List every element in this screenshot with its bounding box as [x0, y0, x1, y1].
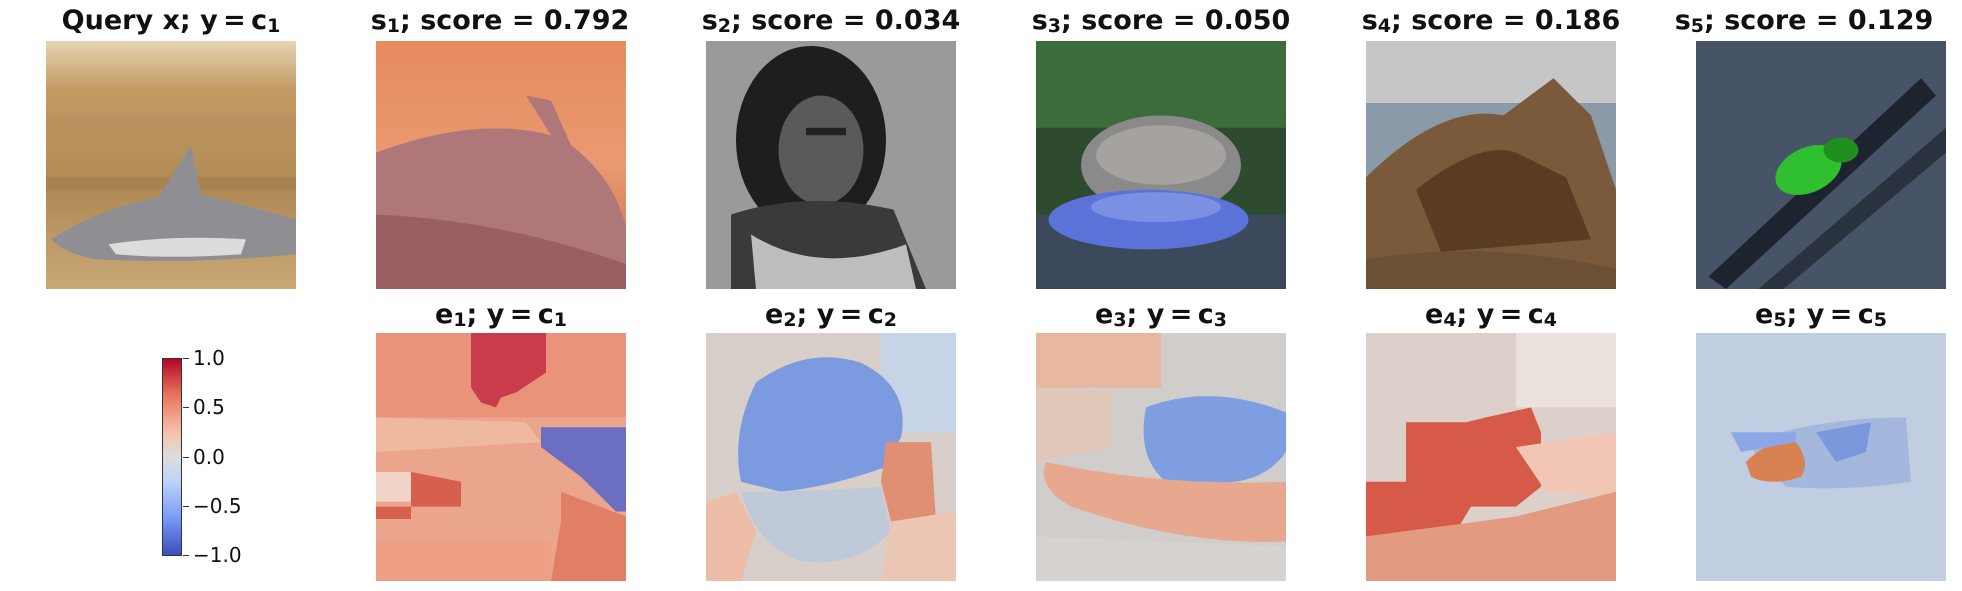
sample-image-5	[1696, 41, 1946, 289]
explanation-title-5: e5; y = c5	[1696, 298, 1946, 332]
sample-image-2	[706, 41, 956, 289]
sample-title-4-name: s	[1361, 5, 1378, 36]
query-title-sub: 1	[267, 15, 281, 37]
explanation-title-3-sub: 3	[1113, 309, 1127, 331]
explanation-title-1-mid: ; y = c	[466, 299, 554, 330]
query-title: Query x; y = c1	[0, 4, 342, 38]
sample-title-2-score: ; score = 0.034	[731, 5, 961, 36]
sample-title-4-sub: 4	[1377, 15, 1392, 37]
sample-image-4	[1366, 41, 1616, 289]
sample-title-5-score: ; score = 0.129	[1704, 5, 1934, 36]
explanation-heatmap-2	[706, 333, 956, 581]
colorbar-tick-3	[183, 457, 189, 458]
explanation-title-3-sub2: 3	[1213, 309, 1227, 331]
explanation-title-2: e2; y = c2	[706, 298, 956, 332]
sample-title-1-sub: 1	[386, 15, 401, 37]
sample-title-1: s1; score = 0.792	[325, 4, 675, 38]
explanation-title-4: e4; y = c4	[1366, 298, 1616, 332]
sample-title-2-name: s	[701, 5, 718, 36]
explanation-title-4-name: e	[1425, 299, 1444, 330]
explanation-title-4-sub2: 4	[1543, 309, 1557, 331]
sample-title-3-name: s	[1031, 5, 1048, 36]
explanation-title-1-sub: 1	[453, 309, 467, 331]
explanation-heatmap-5	[1696, 333, 1946, 581]
sample-title-4-score: ; score = 0.186	[1391, 5, 1621, 36]
explanation-heatmap-3	[1036, 333, 1286, 581]
sample-title-5-name: s	[1674, 5, 1691, 36]
explanation-title-2-name: e	[765, 299, 784, 330]
sample-title-1-name: s	[370, 5, 387, 36]
query-image	[46, 41, 296, 289]
colorbar-tick-4	[183, 506, 189, 507]
colorbar-label-1: 1.0	[193, 346, 225, 370]
colorbar-label-4: −0.5	[193, 494, 242, 518]
explanation-title-5-mid: ; y = c	[1786, 299, 1874, 330]
sample-image-3	[1036, 41, 1286, 289]
colorbar-tick-1	[183, 358, 189, 359]
sample-title-1-score: ; score = 0.792	[400, 5, 630, 36]
explanation-title-4-sub: 4	[1443, 309, 1457, 331]
explanation-heatmap-1	[376, 333, 626, 581]
colorbar-tick-5	[183, 555, 189, 556]
colorbar	[162, 358, 182, 556]
colorbar-label-3: 0.0	[193, 445, 225, 469]
sample-title-3: s3; score = 0.050	[986, 4, 1336, 38]
explanation-title-1-name: e	[435, 299, 454, 330]
sample-title-5-sub: 5	[1690, 15, 1705, 37]
explanation-title-4-mid: ; y = c	[1456, 299, 1544, 330]
query-title-text: Query x; y = c	[61, 5, 268, 36]
sample-title-3-score: ; score = 0.050	[1061, 5, 1291, 36]
sample-title-3-sub: 3	[1047, 15, 1062, 37]
explanation-title-2-sub2: 2	[883, 309, 897, 331]
explanation-title-5-name: e	[1755, 299, 1774, 330]
explanation-title-3-mid: ; y = c	[1126, 299, 1214, 330]
explanation-title-1: e1; y = c1	[376, 298, 626, 332]
explanation-title-5-sub2: 5	[1873, 309, 1887, 331]
sample-title-2: s2; score = 0.034	[656, 4, 1006, 38]
colorbar-tick-2	[183, 407, 189, 408]
colorbar-label-5: −1.0	[193, 543, 242, 567]
explanation-title-2-mid: ; y = c	[796, 299, 884, 330]
colorbar-label-2: 0.5	[193, 395, 225, 419]
sample-image-1	[376, 41, 626, 289]
sample-title-5: s5; score = 0.129	[1646, 4, 1962, 38]
explanation-heatmap-4	[1366, 333, 1616, 581]
explanation-title-3-name: e	[1095, 299, 1114, 330]
explanation-title-3: e3; y = c3	[1036, 298, 1286, 332]
explanation-title-5-sub: 5	[1773, 309, 1787, 331]
explanation-title-2-sub: 2	[783, 309, 797, 331]
explanation-title-1-sub2: 1	[553, 309, 567, 331]
sample-title-2-sub: 2	[717, 15, 732, 37]
sample-title-4: s4; score = 0.186	[1316, 4, 1666, 38]
